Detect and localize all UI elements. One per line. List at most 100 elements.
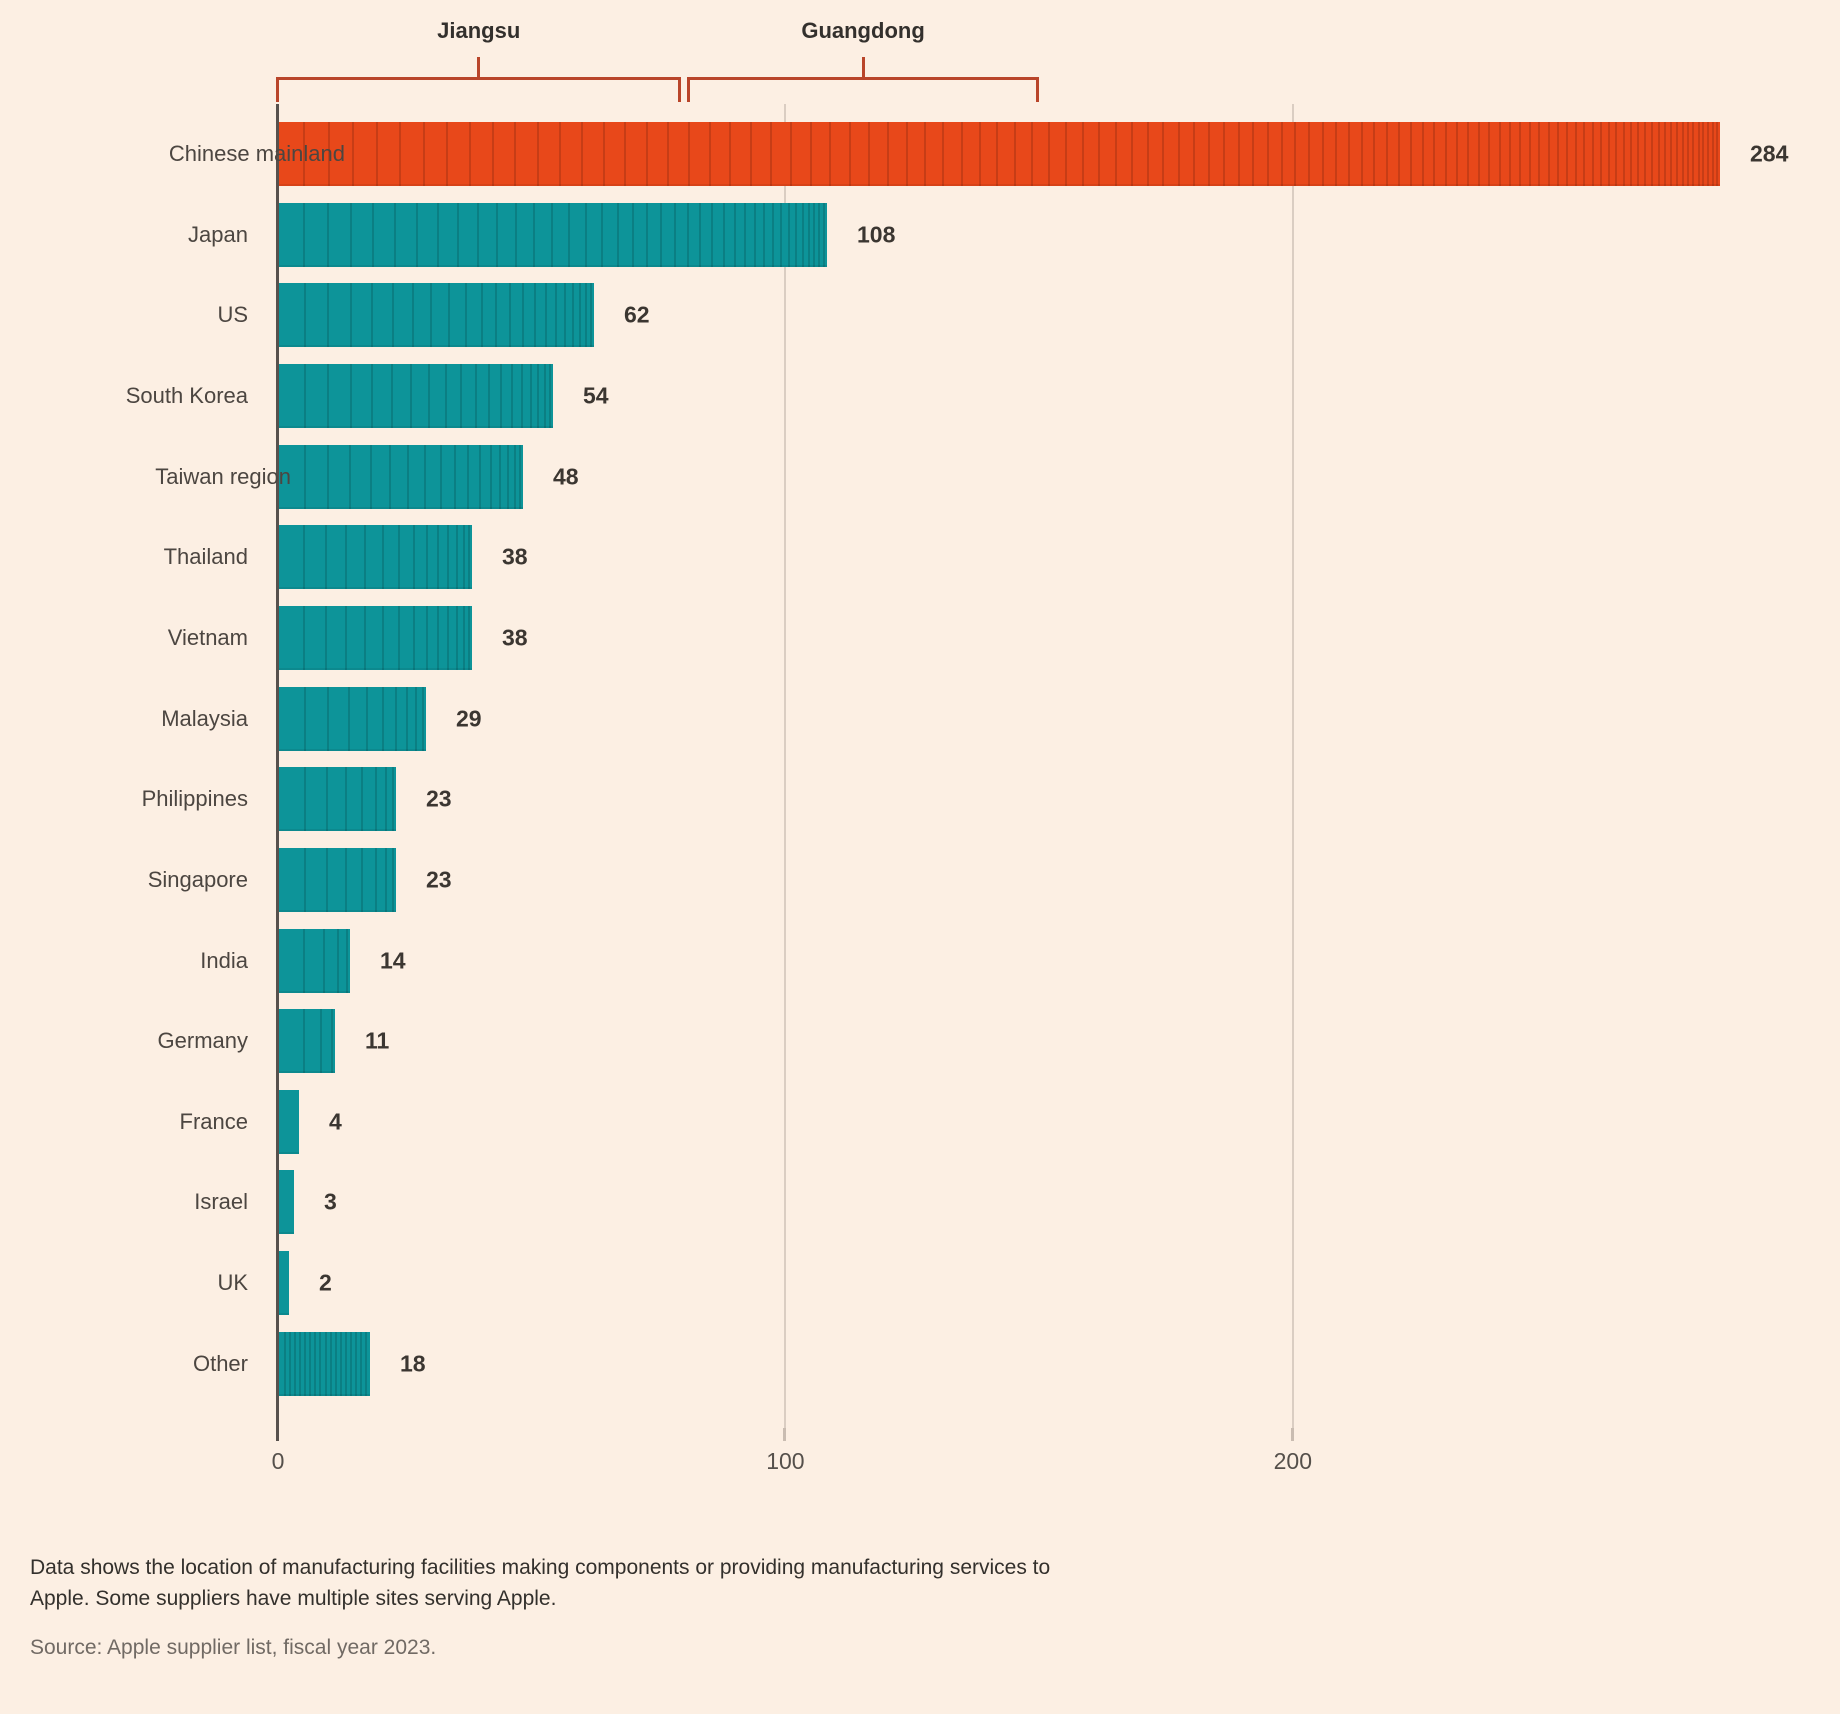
bar-segment-divider: [477, 202, 479, 267]
x-axis-tick-100: [783, 1428, 787, 1441]
category-label-taiwan-region: Taiwan region: [155, 463, 291, 489]
bar-segment-divider: [382, 686, 384, 751]
bar-segment-divider: [355, 1331, 357, 1396]
bar-segment-divider: [996, 122, 998, 186]
bar-segment-divider: [303, 525, 305, 590]
bar-segment-divider: [1670, 122, 1672, 186]
bar-segment-divider: [1193, 122, 1195, 186]
bar-segment-divider: [530, 363, 532, 428]
bar-segment-divider: [350, 283, 352, 348]
bar-segment-divider: [437, 202, 439, 267]
bar-segment-divider: [1698, 122, 1700, 186]
bar-segment-divider: [1615, 122, 1617, 186]
footnote: Data shows the location of manufacturing…: [30, 1556, 1051, 1610]
bar-segment-divider: [424, 444, 426, 509]
bar-segment-divider: [687, 202, 689, 267]
bar-segment-divider: [1637, 122, 1639, 186]
category-label-israel: Israel: [194, 1189, 248, 1215]
value-label-malaysia: 29: [456, 705, 482, 732]
bar-segment-divider: [331, 1009, 333, 1074]
bar-segment-divider: [345, 1331, 347, 1396]
bar-segment-divider: [1692, 122, 1694, 186]
bar-segment-divider: [465, 283, 467, 348]
bar-segment-divider: [522, 283, 524, 348]
bar-segment-divider: [521, 363, 523, 428]
bar-segment-divider: [327, 202, 329, 267]
bar-segment-divider: [335, 1331, 337, 1396]
bar-segment-divider: [416, 202, 418, 267]
bar-segment-divider: [350, 1331, 352, 1396]
bar-segment-divider: [810, 122, 812, 186]
bar-segment-divider: [1252, 122, 1254, 186]
bar-segment-divider: [437, 605, 439, 670]
bar-segment-divider: [392, 847, 394, 912]
bar-segment-divider: [440, 444, 442, 509]
category-label-france: France: [179, 1108, 248, 1134]
bar-segment-divider: [1031, 122, 1033, 186]
bar-segment-divider: [375, 767, 377, 832]
bar-segment-divider: [660, 202, 662, 267]
bar-segment-divider: [1115, 122, 1117, 186]
bar-segment-divider: [509, 283, 511, 348]
bar-segment-divider: [734, 202, 736, 267]
bar-segment-divider: [303, 605, 305, 670]
bar-segment-divider: [590, 283, 592, 348]
bar-segment-divider: [326, 767, 328, 832]
bar-segment-divider: [581, 122, 583, 186]
bar-segment-divider: [533, 202, 535, 267]
plot-area: 284 108 62 54 48 38 38 29 23 23 14 11 4 3 2 18: [278, 104, 1788, 1428]
bar-segment-divider: [564, 283, 566, 348]
bar-segment-divider: [303, 1009, 305, 1074]
bar-segment-divider: [1467, 122, 1469, 186]
bar-segment-divider: [361, 847, 363, 912]
bar-segment-divider: [415, 686, 417, 751]
bar-segment-divider: [345, 605, 347, 670]
y-axis-line: [276, 104, 279, 1428]
bar-segment-divider: [460, 363, 462, 428]
bar-segment-divider: [352, 122, 354, 186]
bar-segment-divider: [304, 283, 306, 348]
bar-segment-divider: [1702, 122, 1704, 186]
bar-segment-divider: [406, 686, 408, 751]
category-label-philippines: Philippines: [141, 786, 248, 812]
bar-segment-divider: [371, 363, 373, 428]
bar-chinese-mainland: [279, 122, 1720, 186]
x-axis-tick-0: [276, 1428, 279, 1441]
bar-segment-divider: [617, 202, 619, 267]
bar-segment-divider: [340, 1331, 342, 1396]
bar-segment-divider: [428, 363, 430, 428]
bar-segment-divider: [1682, 122, 1684, 186]
gridline-200: [1291, 104, 1294, 1428]
bar-segment-divider: [750, 122, 752, 186]
category-label-other: Other: [192, 1350, 248, 1376]
bar-segment-divider: [407, 444, 409, 509]
bar-segment-divider: [795, 202, 797, 267]
bar-segment-divider: [500, 363, 502, 428]
category-label-vietnam: Vietnam: [167, 624, 248, 650]
bar-segment-divider: [1335, 122, 1337, 186]
bar-segment-divider: [337, 928, 339, 993]
bar-segment-divider: [1410, 122, 1412, 186]
bar-segment-divider: [445, 363, 447, 428]
bar-segment-divider: [303, 122, 305, 186]
bar-other: [279, 1331, 370, 1396]
bar-segment-divider: [412, 283, 414, 348]
bar-segment-divider: [385, 767, 387, 832]
bar-segment-divider: [545, 283, 547, 348]
bar-segment-divider: [1499, 122, 1501, 186]
category-label-germany: Germany: [157, 1028, 248, 1054]
bar-segment-divider: [304, 1331, 306, 1396]
bar-segment-divider: [763, 202, 765, 267]
bracket-label-guangdong: Guangdong: [801, 18, 925, 43]
bar-germany: [279, 1009, 335, 1074]
bar-segment-divider: [448, 283, 450, 348]
bar-segment-divider: [327, 283, 329, 348]
bar-segment-divider: [1623, 122, 1625, 186]
bar-segment-divider: [413, 605, 415, 670]
bar-segment-divider: [399, 122, 401, 186]
bar-segment-divider: [1488, 122, 1490, 186]
bar-segment-divider: [579, 283, 581, 348]
bar-segment-divider: [345, 847, 347, 912]
bar-segment-divider: [1548, 122, 1550, 186]
value-label-singapore: 23: [426, 866, 452, 893]
